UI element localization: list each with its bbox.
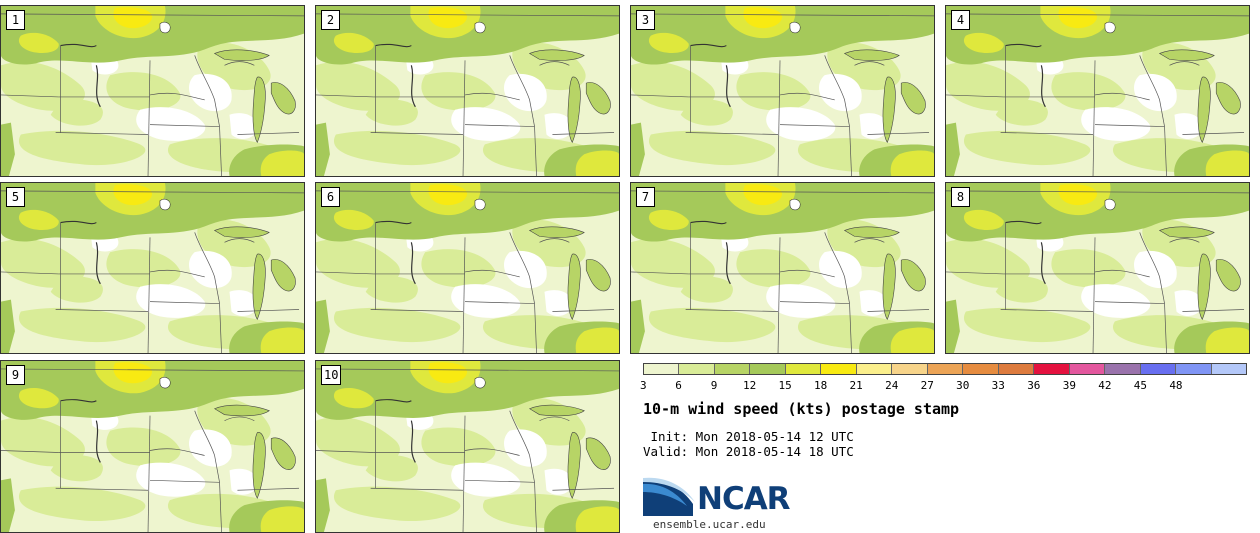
legend-swatch-0	[644, 364, 680, 374]
valid-time: Valid: Mon 2018-05-14 18 UTC	[643, 444, 854, 459]
legend-tick-label: 48	[1169, 379, 1183, 392]
legend-tick-label: 33	[991, 379, 1005, 392]
legend-swatch-7	[892, 364, 928, 374]
ncar-url: ensemble.ucar.edu	[653, 518, 766, 531]
member-label-3: 3	[636, 10, 655, 30]
member-label-6: 6	[321, 187, 340, 207]
legend-swatch-11	[1034, 364, 1070, 374]
legend-swatch-8	[927, 364, 964, 374]
ncar-logo-text: NCAR	[697, 481, 791, 517]
legend-swatch-13	[1105, 364, 1141, 374]
legend-swatch-12	[1069, 364, 1106, 374]
legend-swatch-10	[998, 364, 1035, 374]
member-label-1: 1	[6, 10, 25, 30]
legend-tick-label: 30	[956, 379, 970, 392]
member-label-5: 5	[6, 187, 25, 207]
member-label-2: 2	[321, 10, 340, 30]
legend-tick-label: 42	[1098, 379, 1112, 392]
legend-tick-label: 45	[1133, 379, 1148, 392]
legend-tick-label: 36	[1027, 379, 1041, 392]
legend-tick-label: 6	[675, 379, 682, 392]
legend-swatch-16	[1211, 364, 1246, 374]
panel-member-2: 2	[315, 5, 620, 177]
legend-tick-label: 21	[849, 379, 863, 392]
ncar-swoosh-icon	[643, 477, 695, 516]
member-label-8: 8	[951, 187, 970, 207]
panel-member-6: 6	[315, 182, 620, 354]
time-info: Init: Mon 2018-05-14 12 UTC Valid: Mon 2…	[643, 429, 854, 459]
legend-color-bar	[643, 363, 1247, 375]
init-time: Init: Mon 2018-05-14 12 UTC	[643, 429, 854, 444]
panel-member-10: 10	[315, 360, 620, 533]
legend-tick-label: 3	[640, 379, 647, 392]
legend-tick-label: 9	[710, 379, 718, 392]
panel-member-1: 1	[0, 5, 305, 177]
panel-member-5: 5	[0, 182, 305, 354]
legend-tick-label: 24	[885, 379, 899, 392]
legend-tick-label: 39	[1062, 379, 1076, 392]
panel-member-9: 9	[0, 360, 305, 533]
member-label-9: 9	[6, 365, 25, 385]
legend-swatch-6	[856, 364, 893, 374]
legend-swatch-9	[963, 364, 999, 374]
legend-tick-label: 18	[814, 379, 828, 392]
panel-member-7: 7	[630, 182, 935, 354]
legend-tick-label: 27	[920, 379, 934, 392]
legend-swatch-14	[1140, 364, 1177, 374]
legend-swatch-4	[785, 364, 822, 374]
panel-member-3: 3	[630, 5, 935, 177]
legend-swatch-2	[714, 364, 751, 374]
legend-swatch-15	[1176, 364, 1212, 374]
member-label-4: 4	[951, 10, 970, 30]
member-label-10: 10	[321, 365, 342, 385]
chart-title: 10-m wind speed (kts) postage stamp	[643, 400, 960, 418]
panel-member-4: 4	[945, 5, 1250, 177]
panel-member-8: 8	[945, 182, 1250, 354]
legend-tick-label: 12	[742, 379, 757, 392]
member-label-7: 7	[636, 187, 655, 207]
legend-swatch-5	[821, 364, 857, 374]
legend-swatch-1	[679, 364, 715, 374]
legend-tick-label: 15	[778, 379, 792, 392]
legend-swatch-3	[750, 364, 786, 374]
